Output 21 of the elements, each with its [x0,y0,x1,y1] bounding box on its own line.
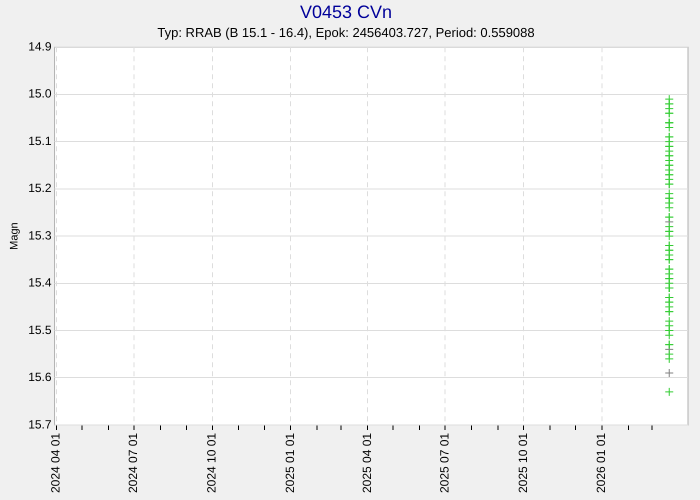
y-axis-title: Magn [8,222,21,250]
x-tick-label: 2025 04 01 [360,432,374,494]
x-tick-label: 2024 10 01 [204,432,219,494]
x-tick-label: 2024 04 01 [48,432,63,494]
x-tick-label: 2024 07 01 [126,432,140,494]
chart-subtitle: Typ: RRAB (B 15.1 - 16.4), Epok: 2456403.727, Period: 0.559088 [157,24,535,40]
point [664,368,674,378]
y-tick-label: 15.4 [28,276,52,290]
x-tick-label: 2025 07 01 [437,432,452,494]
chart-title: V0453 CVn [300,2,392,22]
y-tick-label: 14.9 [28,40,52,54]
x-tick-label: 2026 01 01 [594,432,608,494]
x-tick-label: 2025 10 01 [516,432,530,494]
y-tick-label: 15.3 [28,228,52,242]
y-tick-label: 15.0 [28,86,52,101]
y-tick-label: 15.7 [28,417,52,432]
y-tick-label: 15.6 [28,370,52,384]
x-tick-label: 2025 01 01 [283,432,298,494]
y-tick-label: 15.5 [28,322,52,337]
y-tick-label: 15.2 [28,181,52,196]
y-tick-label: 15.1 [28,134,52,148]
